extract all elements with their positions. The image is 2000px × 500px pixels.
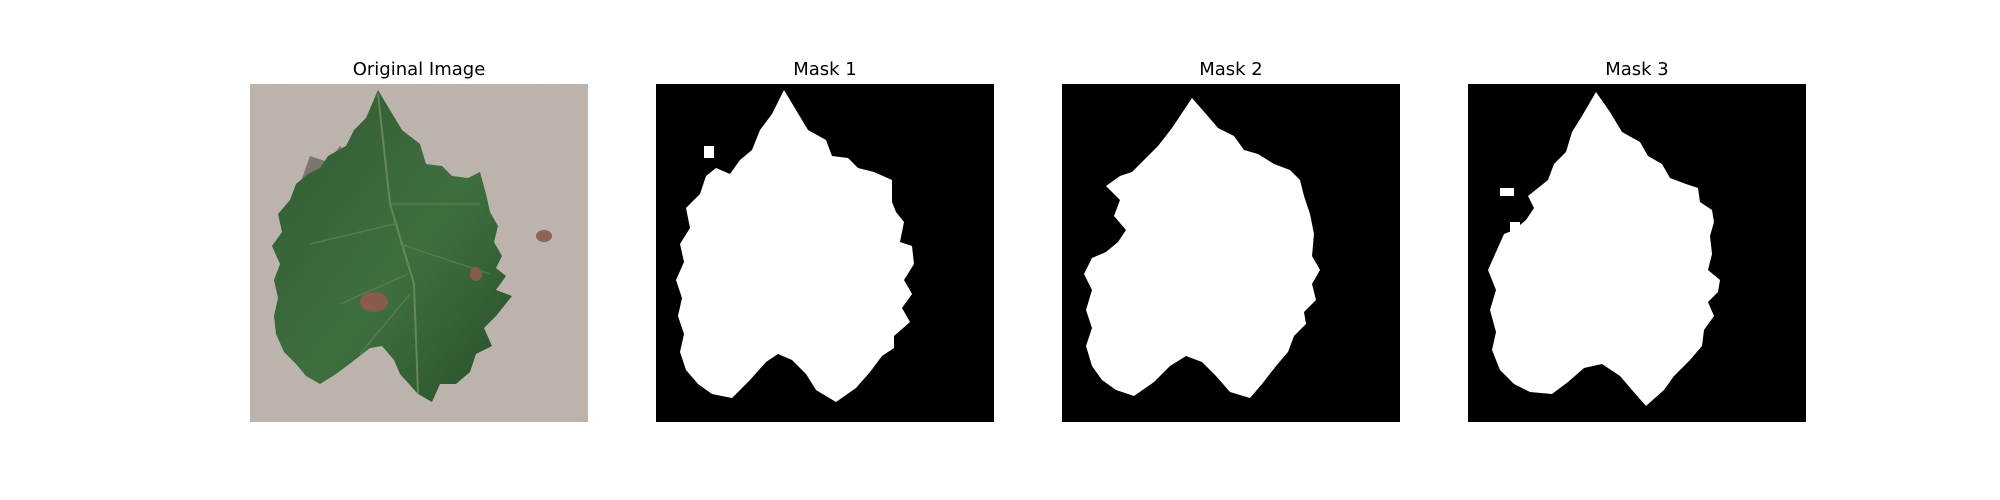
panel-title: Original Image bbox=[352, 59, 486, 80]
lesion-spot bbox=[470, 267, 482, 281]
leaf-mask-icon bbox=[656, 84, 994, 422]
original-image-panel: Original Image bbox=[250, 60, 588, 422]
mask-shape bbox=[1084, 98, 1320, 398]
mask-shape bbox=[676, 90, 914, 402]
leaf-mask-icon bbox=[1062, 84, 1400, 422]
leaf-mask-icon bbox=[1468, 84, 1806, 422]
mask-3-panel: Mask 3 bbox=[1468, 60, 1806, 422]
leaf-shape bbox=[272, 90, 512, 402]
mask-shape bbox=[1488, 92, 1720, 406]
lesion-spot bbox=[536, 230, 552, 242]
panel-title: Mask 3 bbox=[1605, 59, 1669, 80]
panel-title: Mask 2 bbox=[1199, 59, 1263, 80]
lesion-spot bbox=[360, 292, 388, 312]
leaf-photo-icon bbox=[250, 84, 588, 422]
mask-2-panel: Mask 2 bbox=[1062, 60, 1400, 422]
mask-1-panel: Mask 1 bbox=[656, 60, 994, 422]
panel-title: Mask 1 bbox=[793, 59, 857, 80]
